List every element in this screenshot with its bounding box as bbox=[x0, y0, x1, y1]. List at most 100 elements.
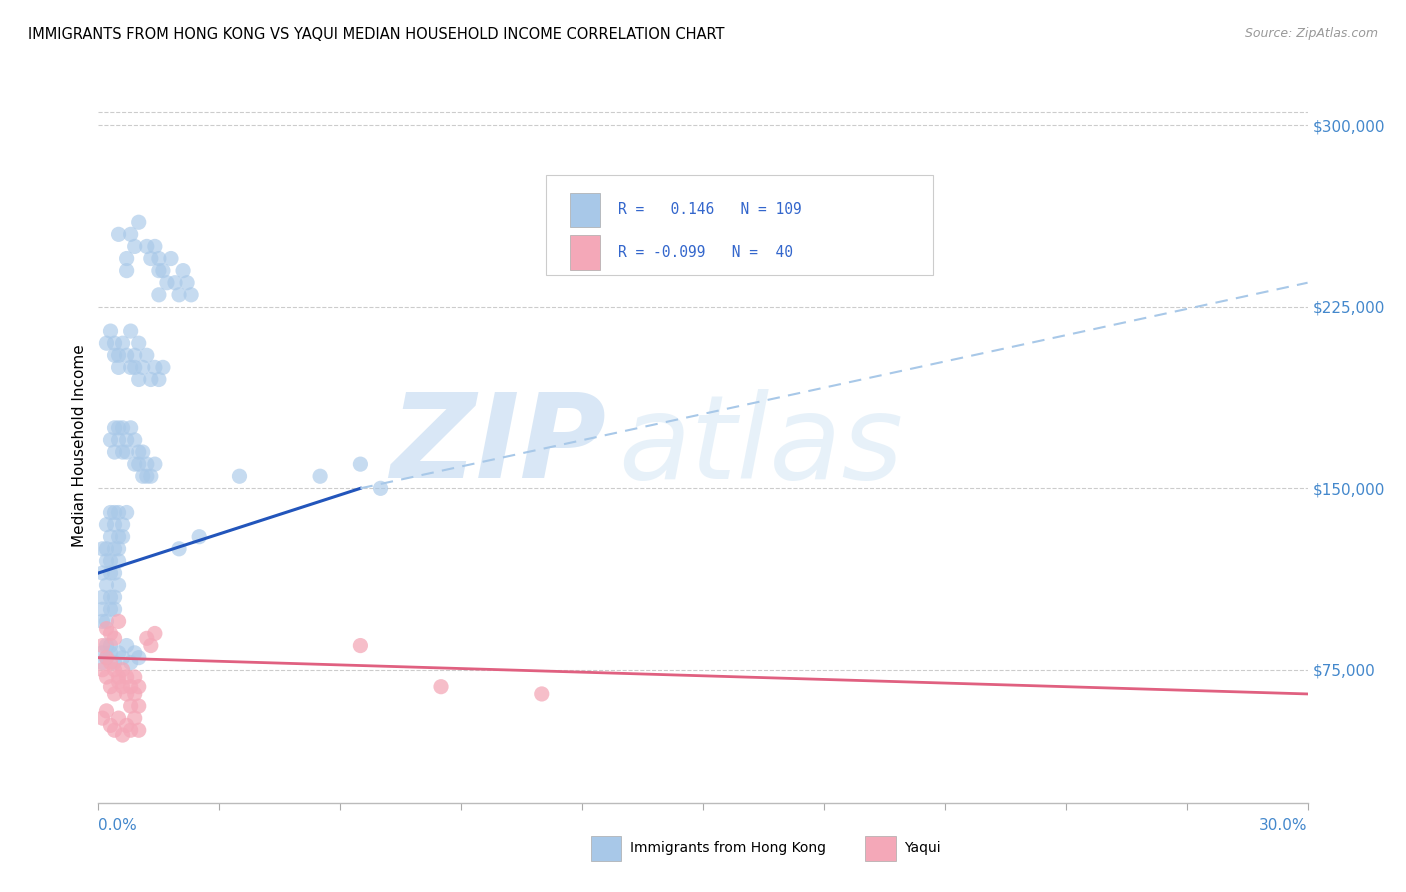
Point bbox=[163, 276, 186, 290]
Point bbox=[100, 639, 122, 653]
Point bbox=[103, 336, 125, 351]
FancyBboxPatch shape bbox=[569, 193, 600, 227]
Point bbox=[107, 227, 129, 242]
Point bbox=[91, 615, 114, 629]
Point bbox=[107, 360, 129, 375]
Point bbox=[128, 457, 150, 471]
Point bbox=[152, 263, 174, 277]
Y-axis label: Median Household Income: Median Household Income bbox=[72, 344, 87, 548]
Point bbox=[100, 656, 122, 670]
Point bbox=[132, 360, 155, 375]
Text: ZIP: ZIP bbox=[391, 389, 606, 503]
Text: Source: ZipAtlas.com: Source: ZipAtlas.com bbox=[1244, 27, 1378, 40]
Point bbox=[135, 632, 157, 646]
Point bbox=[115, 639, 138, 653]
Point bbox=[111, 445, 134, 459]
Point bbox=[103, 541, 125, 556]
Point bbox=[309, 469, 332, 483]
Point bbox=[96, 554, 118, 568]
Point bbox=[124, 348, 146, 362]
Point bbox=[103, 590, 125, 604]
Point bbox=[148, 263, 170, 277]
Point bbox=[91, 602, 114, 616]
Point bbox=[180, 288, 202, 302]
Point bbox=[91, 639, 114, 653]
Point bbox=[107, 348, 129, 362]
Point bbox=[120, 656, 142, 670]
Point bbox=[100, 433, 122, 447]
Point bbox=[96, 615, 118, 629]
Point bbox=[100, 566, 122, 580]
Point bbox=[111, 336, 134, 351]
Point bbox=[124, 433, 146, 447]
Point bbox=[111, 680, 134, 694]
Text: R =   0.146   N = 109: R = 0.146 N = 109 bbox=[619, 202, 801, 218]
Text: Immigrants from Hong Kong: Immigrants from Hong Kong bbox=[630, 841, 825, 855]
Point bbox=[128, 336, 150, 351]
Point bbox=[143, 457, 166, 471]
Point bbox=[148, 252, 170, 266]
Point bbox=[103, 517, 125, 532]
Point bbox=[148, 288, 170, 302]
Point bbox=[228, 469, 250, 483]
Text: atlas: atlas bbox=[619, 389, 904, 503]
Text: IMMIGRANTS FROM HONG KONG VS YAQUI MEDIAN HOUSEHOLD INCOME CORRELATION CHART: IMMIGRANTS FROM HONG KONG VS YAQUI MEDIA… bbox=[28, 27, 724, 42]
Point bbox=[91, 646, 114, 660]
Point bbox=[143, 360, 166, 375]
Point bbox=[96, 578, 118, 592]
Point bbox=[100, 602, 122, 616]
Point bbox=[107, 578, 129, 592]
Point bbox=[143, 239, 166, 253]
Point bbox=[107, 433, 129, 447]
Point bbox=[103, 348, 125, 362]
Point bbox=[107, 711, 129, 725]
FancyBboxPatch shape bbox=[546, 175, 932, 275]
Point bbox=[139, 252, 162, 266]
Point bbox=[115, 506, 138, 520]
Point bbox=[96, 622, 118, 636]
Point bbox=[430, 680, 453, 694]
FancyBboxPatch shape bbox=[569, 235, 600, 269]
Point bbox=[124, 687, 146, 701]
Point bbox=[96, 517, 118, 532]
Point bbox=[120, 680, 142, 694]
Point bbox=[172, 263, 194, 277]
Point bbox=[349, 457, 371, 471]
Point bbox=[96, 336, 118, 351]
Point bbox=[103, 602, 125, 616]
Point bbox=[139, 469, 162, 483]
Point bbox=[128, 680, 150, 694]
Point bbox=[139, 639, 162, 653]
Point bbox=[139, 372, 162, 386]
Point bbox=[135, 348, 157, 362]
Point bbox=[120, 324, 142, 338]
Point bbox=[96, 541, 118, 556]
Point bbox=[370, 481, 392, 495]
Point bbox=[115, 445, 138, 459]
Point bbox=[103, 687, 125, 701]
Point bbox=[115, 433, 138, 447]
Point bbox=[103, 566, 125, 580]
Point bbox=[100, 590, 122, 604]
Point bbox=[107, 670, 129, 684]
Point bbox=[103, 632, 125, 646]
Point bbox=[132, 469, 155, 483]
Point bbox=[91, 656, 114, 670]
Text: Yaqui: Yaqui bbox=[904, 841, 941, 855]
Point bbox=[124, 457, 146, 471]
Point bbox=[135, 457, 157, 471]
Point bbox=[111, 663, 134, 677]
Point bbox=[100, 530, 122, 544]
Point bbox=[128, 215, 150, 229]
Point bbox=[132, 445, 155, 459]
Point bbox=[115, 348, 138, 362]
Point bbox=[103, 421, 125, 435]
Point bbox=[167, 288, 190, 302]
Point bbox=[120, 723, 142, 738]
Point bbox=[115, 687, 138, 701]
Point bbox=[96, 704, 118, 718]
Point bbox=[103, 656, 125, 670]
Point bbox=[96, 670, 118, 684]
Text: 30.0%: 30.0% bbox=[1260, 818, 1308, 832]
Point bbox=[120, 360, 142, 375]
